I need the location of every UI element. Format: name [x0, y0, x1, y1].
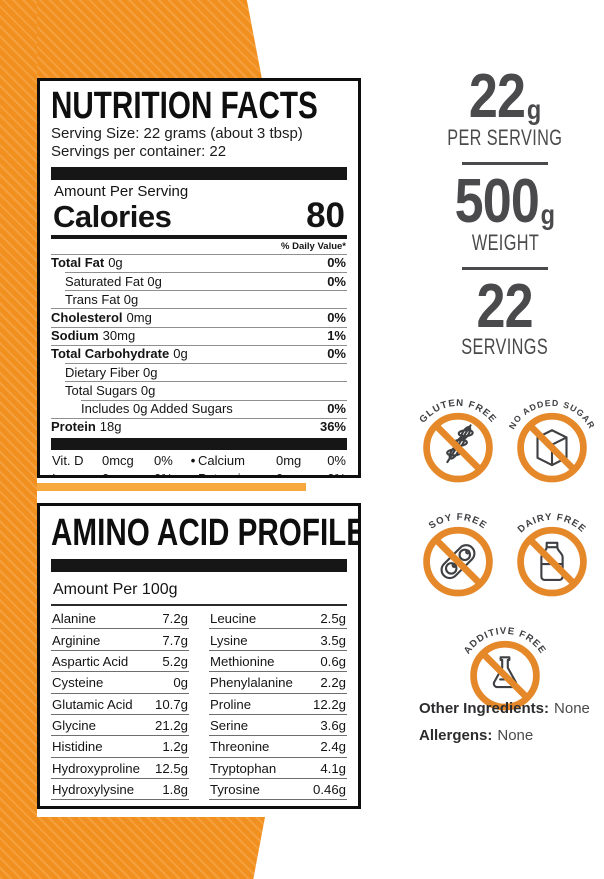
badge-dairy-free: DAIRY FREE	[516, 512, 587, 597]
nutrient-row: Dietary Fiber 0g	[65, 363, 347, 381]
right-info-column: 22 g PER SERVING 500 g WEIGHT 22 SERVINGS …	[406, 62, 604, 722]
badge-gluten-free: GLUTEN FREE	[417, 398, 498, 483]
amino-column-left: Alanine 7.2g Arginine 7.7g Aspartic Acid 5.…	[51, 608, 189, 806]
divider-bar	[51, 559, 347, 572]
amount-per-100g-label: Amount Per 100g	[53, 581, 178, 598]
nutrient-row: Saturated Fat 0g 0%	[65, 272, 347, 289]
amino-column-right: Leucine 2.5g Lysine 3.5g Methionine 0.6g Ph…	[209, 608, 347, 806]
svg-text:GLUTEN FREE: GLUTEN FREE	[417, 398, 498, 426]
amino-row: Cysteine 0g	[51, 672, 189, 694]
amino-acid-title: AMINO ACID PROFILE	[51, 512, 361, 554]
nutrient-row: Total Carbohydrate 0g 0%	[51, 344, 347, 362]
calories-row: Calories 80	[51, 195, 347, 235]
nutrient-rows: Total Fat 0g 0% Saturated Fat 0g 0% Trans F…	[51, 253, 347, 436]
amino-row: Leucine 2.5g	[209, 608, 347, 630]
stat-per-serving: 22 g PER SERVING	[447, 62, 563, 150]
orange-accent-bar	[37, 483, 306, 491]
other-ingredients: Other Ingredients: None	[419, 700, 590, 717]
calories-rule	[51, 234, 347, 239]
amino-row: Arginine 7.7g	[51, 629, 189, 651]
micronutrient-row: Vit. D 0mcg 0% • Calcium 0mg 0%	[52, 453, 346, 469]
amino-row: Isoleucine1.1g	[51, 800, 189, 806]
amino-table: Alanine 7.2g Arginine 7.7g Aspartic Acid 5.…	[51, 608, 347, 806]
amino-row: Alanine 7.2g	[51, 608, 189, 630]
amino-row: Lysine 3.5g	[209, 629, 347, 651]
amino-row: Methionine 0.6g	[209, 651, 347, 673]
serving-size: Serving Size: 22 grams (about 3 tbsp)	[51, 125, 303, 142]
amino-row: Hydroxylysine 1.8g	[51, 779, 189, 801]
badge-additive-free: ADDITIVE FREE	[462, 626, 547, 711]
amino-row: Histidine 1.2g	[51, 736, 189, 758]
amino-row: Glutamic Acid 10.7g	[51, 694, 189, 715]
free-from-badges: GLUTEN FREE NO AD	[406, 380, 604, 722]
daily-value-header: % Daily Value*	[281, 240, 346, 252]
divider-bar	[51, 166, 347, 180]
amino-row: Threonine 2.4g	[209, 736, 347, 758]
nutrient-row: Cholesterol 0mg 0%	[51, 308, 347, 326]
divider-bar	[51, 437, 347, 450]
nutrition-facts-panel: NUTRITION FACTS Serving Size: 22 grams (…	[37, 78, 361, 478]
amino-row: Serine 3.6g	[209, 715, 347, 737]
calories-label: Calories	[53, 198, 172, 234]
nutrient-row: Includes 0g Added Sugars 0%	[81, 399, 347, 417]
stat-divider	[462, 266, 548, 270]
servings-per-container: Servings per container: 22	[51, 143, 227, 161]
amino-rule	[51, 604, 347, 606]
amino-row: Aspartic Acid 5.2g	[51, 651, 189, 673]
amino-row: Phenylalanine 2.2g	[209, 672, 347, 694]
stat-weight: 500 g WEIGHT	[454, 166, 556, 255]
stat-servings: 22 SERVINGS	[461, 271, 549, 360]
badge-no-added-sugar: NO ADDED SUGAR	[507, 398, 596, 483]
bullet-separator: •	[190, 453, 196, 469]
calories-value: 80	[306, 195, 345, 235]
amino-row: Proline 12.2g	[209, 694, 347, 715]
amino-row: Glycine 21.2g	[51, 715, 189, 737]
nutrition-facts-title: NUTRITION FACTS	[51, 85, 318, 127]
amount-per-serving-label: Amount Per Serving	[54, 182, 189, 200]
amino-row: Tyrosine 0.46g	[209, 779, 347, 801]
nutrient-row: Total Fat 0g 0%	[51, 253, 347, 271]
bullet-separator: •	[188, 471, 198, 475]
amino-row: Tryptophan 4.1g	[209, 758, 347, 779]
allergens: Allergens: None	[419, 727, 534, 744]
nutrient-row: Sodium 30mg 1%	[51, 326, 347, 344]
nutrient-row: Trans Fat 0g	[65, 290, 347, 308]
footer-notes: Other Ingredients: None Allergens: None	[419, 700, 590, 754]
nutrient-row: Total Sugars 0g	[65, 381, 347, 399]
amino-row: Valine2.1g	[209, 800, 347, 806]
stat-divider	[462, 161, 548, 165]
orange-background-bottom	[0, 817, 265, 879]
badge-soy-free: SOY FREE	[423, 512, 493, 597]
micronutrient-row: Iron0mg0%•Potassium0mg0%	[51, 468, 347, 475]
amino-row: Hydroxyproline 12.5g	[51, 758, 189, 779]
amino-acid-panel: AMINO ACID PROFILE Amount Per 100g Alani…	[37, 503, 361, 809]
orange-background-left-strip	[0, 0, 37, 879]
nutrient-row: Protein 18g 36%	[51, 417, 347, 435]
